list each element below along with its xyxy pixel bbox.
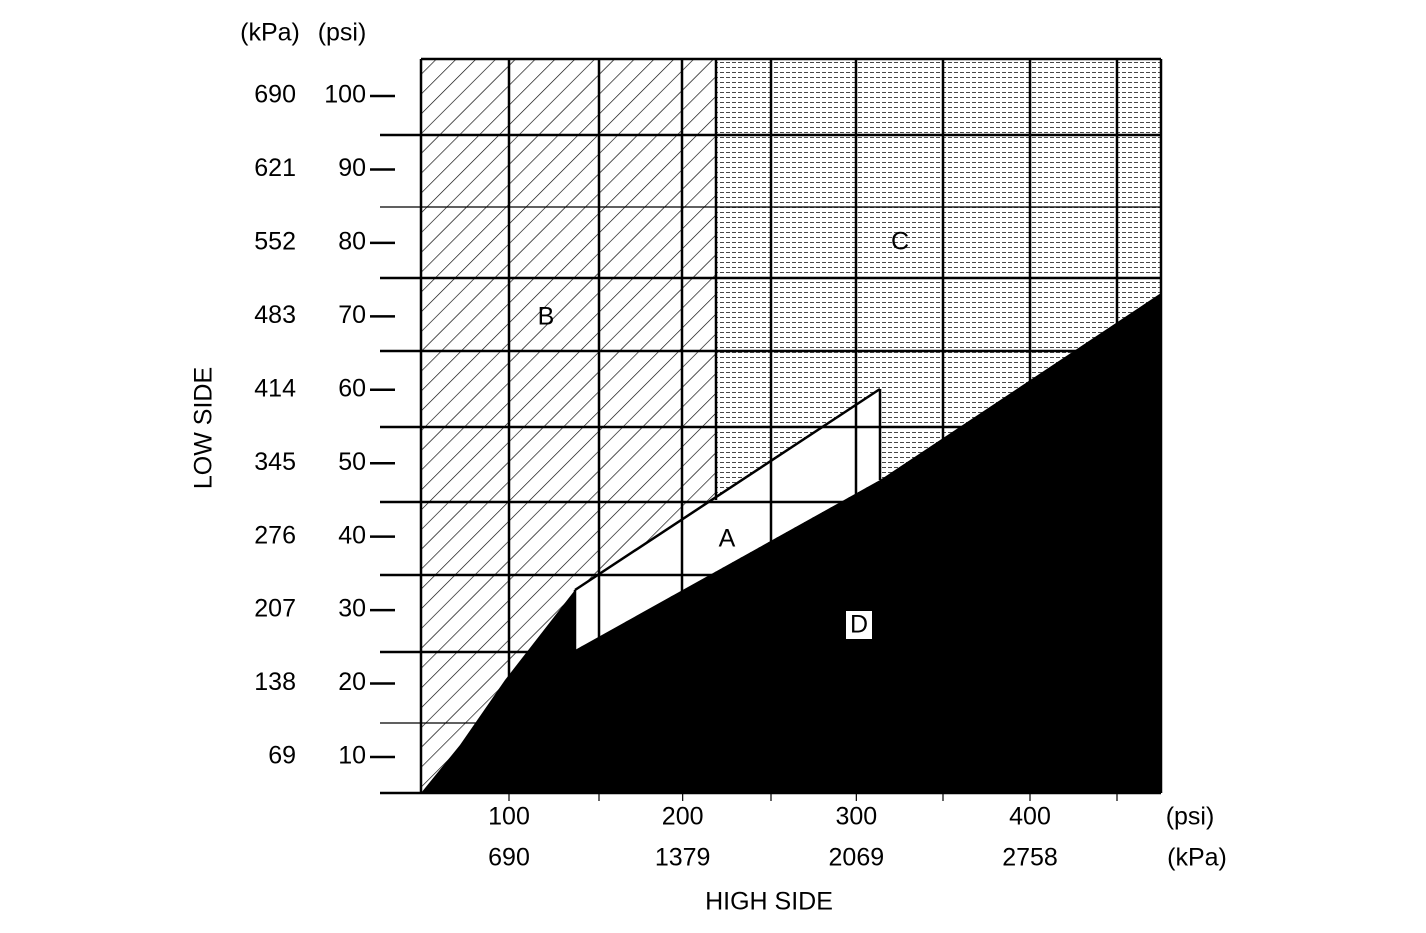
y-tick-label-kpa: 621 [254, 154, 296, 182]
y-tick-label-kpa: 276 [254, 521, 296, 549]
y-tick-label-psi: 100 [324, 81, 366, 109]
region-label-box [846, 611, 872, 639]
y-unit-kpa: (kPa) [240, 19, 300, 47]
x-tick-label-psi: 200 [662, 803, 704, 831]
y-tick-label-psi: 60 [338, 374, 366, 402]
y-tick-label-psi: 70 [338, 301, 366, 329]
y-tick-label-psi: 50 [338, 448, 366, 476]
x-unit-kpa: (kPa) [1167, 844, 1227, 872]
y-tick-label-kpa: 69 [268, 742, 296, 770]
y-unit-psi: (psi) [318, 19, 367, 47]
region-label: A [719, 525, 736, 553]
region-label: C [891, 228, 909, 256]
x-tick-label-kpa: 2069 [829, 844, 885, 872]
y-tick-label-psi: 80 [338, 227, 366, 255]
y-tick-label-psi: 40 [338, 521, 366, 549]
y-tick-label-kpa: 552 [254, 227, 296, 255]
region-label: D [850, 611, 868, 639]
y-tick-label-psi: 20 [338, 668, 366, 696]
x-tick-label-kpa: 690 [488, 844, 530, 872]
y-tick-label-psi: 10 [338, 742, 366, 770]
x-minor-ticks [598, 793, 1118, 801]
x-tick-label-psi: 400 [1009, 803, 1051, 831]
region-a [575, 389, 880, 650]
x-axis-title: HIGH SIDE [705, 888, 833, 916]
y-tick-label-kpa: 207 [254, 595, 296, 623]
x-unit-psi: (psi) [1166, 803, 1215, 831]
region-label: B [538, 303, 555, 331]
x-tick-label-kpa: 1379 [655, 844, 711, 872]
x-tick-label-kpa: 2758 [1002, 844, 1058, 872]
y-axis-title: LOW SIDE [190, 367, 218, 489]
y-tick-label-kpa: 138 [254, 668, 296, 696]
y-tick-label-kpa: 690 [254, 81, 296, 109]
x-tick-label-psi: 300 [835, 803, 877, 831]
y-tick-label-kpa: 345 [254, 448, 296, 476]
y-tick-label-psi: 30 [338, 595, 366, 623]
y-tick-label-kpa: 483 [254, 301, 296, 329]
y-tick-label-psi: 90 [338, 154, 366, 182]
region-d [421, 293, 1161, 793]
x-tick-label-psi: 100 [488, 803, 530, 831]
y-tick-label-kpa: 414 [254, 374, 296, 402]
